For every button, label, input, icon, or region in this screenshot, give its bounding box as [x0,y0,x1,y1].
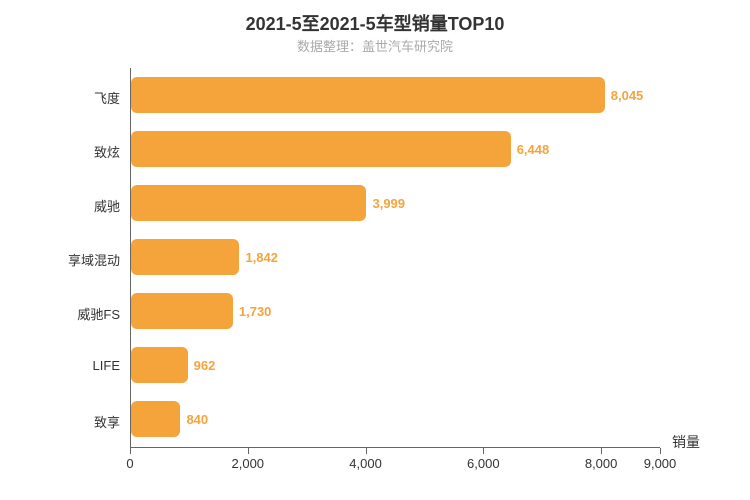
x-tick-label: 8,000 [585,456,618,471]
bar-value-label: 8,045 [611,88,644,103]
bar [131,239,239,275]
bar [131,347,188,383]
bar-value-label: 840 [186,412,208,427]
y-tick-label: LIFE [0,358,120,373]
y-tick-label: 致炫 [0,142,120,161]
x-tick-mark [130,448,131,454]
x-tick-label: 6,000 [467,456,500,471]
plot-area: 8,045 6,448 3,999 1,842 1,730 962 840 [130,68,660,448]
bar-value-label: 6,448 [517,142,550,157]
y-tick-label: 威驰 [0,196,120,215]
x-tick-mark [366,448,367,454]
x-tick-label: 0 [126,456,133,471]
y-tick-label: 致享 [0,412,120,431]
bar [131,401,180,437]
y-tick-label: 威驰FS [0,304,120,323]
x-tick-mark [601,448,602,454]
x-tick-mark [660,448,661,454]
bar-value-label: 1,730 [239,304,272,319]
x-tick-label: 4,000 [349,456,382,471]
chart-title: 2021-5至2021-5车型销量TOP10 [0,10,750,36]
bar [131,185,366,221]
bar [131,77,605,113]
chart-subtitle: 数据整理：盖世汽车研究院 [0,36,750,55]
sales-bar-chart: 2021-5至2021-5车型销量TOP10 数据整理：盖世汽车研究院 8,04… [0,0,750,500]
x-tick-label: 9,000 [644,456,677,471]
y-tick-label: 享域混动 [0,250,120,269]
bar-value-label: 962 [194,358,216,373]
bar-value-label: 3,999 [372,196,405,211]
y-tick-label: 飞度 [0,88,120,107]
bar [131,293,233,329]
bar [131,131,511,167]
x-tick-mark [248,448,249,454]
bar-value-label: 1,842 [245,250,278,265]
x-tick-label: 2,000 [231,456,264,471]
x-axis-label: 销量 [672,432,700,452]
x-tick-mark [483,448,484,454]
